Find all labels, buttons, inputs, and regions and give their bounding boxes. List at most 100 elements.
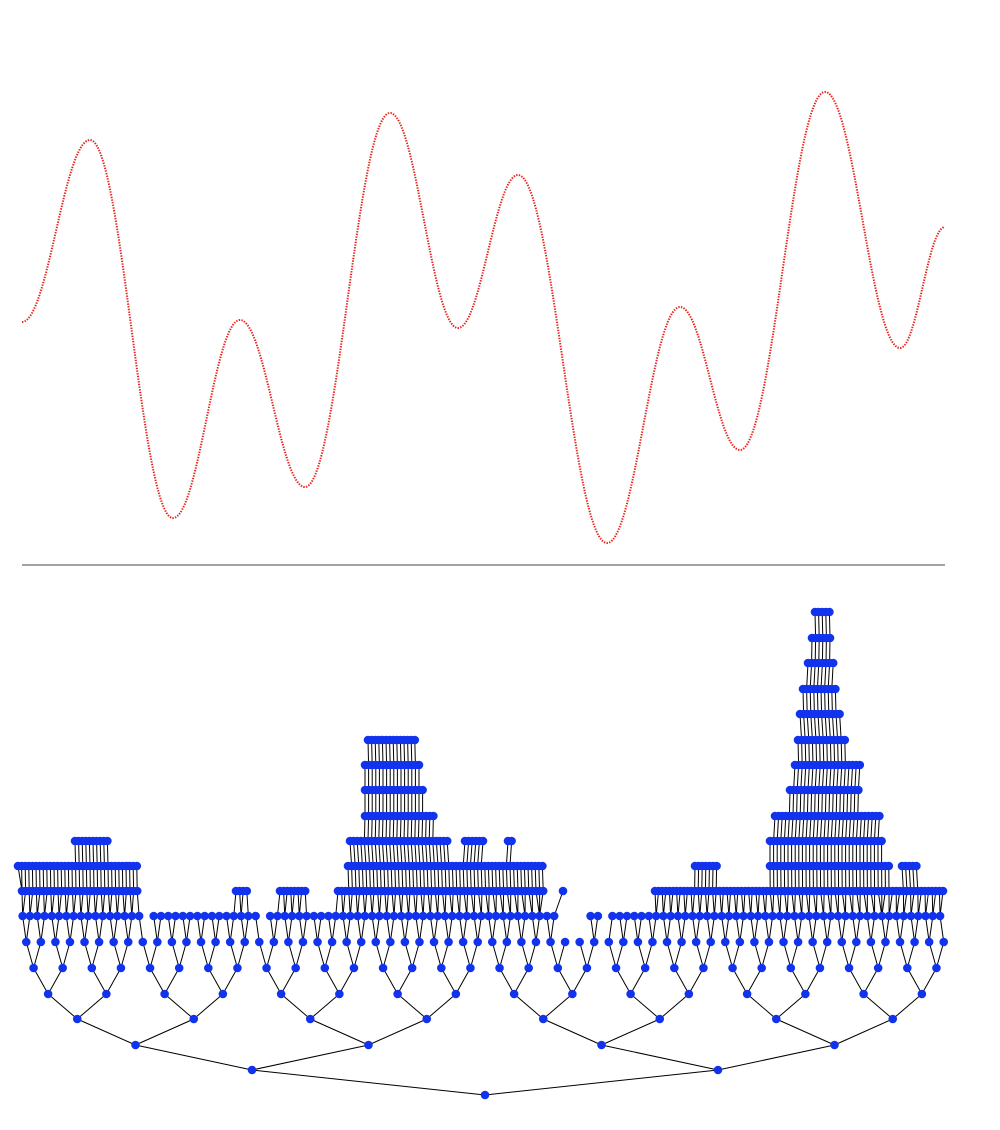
tree-edge [819, 941, 828, 969]
tree-node [185, 911, 195, 921]
tree-edge [331, 915, 337, 943]
tree-node [637, 911, 646, 921]
tree-edge [84, 941, 93, 969]
tree-node [866, 937, 876, 947]
tree-edge [25, 941, 35, 969]
tree-node [335, 989, 344, 999]
tree-edge [258, 941, 268, 969]
tree-edge [928, 915, 934, 943]
tree-edge [910, 915, 916, 943]
tree-edge [65, 915, 71, 943]
tree-node [819, 911, 828, 921]
tree-edge [808, 915, 814, 943]
tree-edge [828, 713, 831, 741]
tree-edge [91, 967, 107, 995]
tree-edge [368, 1018, 427, 1046]
tree-node [828, 658, 838, 668]
tree-node [426, 911, 435, 921]
tree-edge [746, 967, 763, 995]
tree-edge [637, 941, 646, 969]
tree-edge [884, 915, 890, 943]
tree-node [269, 937, 279, 947]
tree-edge [810, 789, 813, 817]
tree-node [673, 911, 683, 921]
tree-node [822, 937, 832, 947]
tree-node [207, 911, 217, 921]
tree-node [218, 989, 228, 999]
tree-node [520, 911, 530, 921]
tree-node [462, 911, 472, 921]
tree-edge [113, 915, 118, 943]
tree-node [437, 963, 446, 973]
tree-edge [22, 915, 27, 943]
tree-node [873, 963, 883, 973]
tree-edge [302, 915, 308, 943]
tree-edge [586, 941, 595, 969]
tree-edge [820, 662, 823, 690]
tree-node [706, 937, 716, 947]
tree-node [626, 989, 635, 999]
tree-edge [222, 967, 238, 995]
tree-edge [768, 915, 774, 943]
tree-edge [813, 662, 816, 690]
tree-edge [156, 915, 162, 943]
tree-node [382, 911, 392, 921]
tree-edge [473, 915, 479, 943]
tree-node [442, 836, 452, 846]
tree-node [473, 937, 483, 947]
tree-edge [196, 915, 202, 943]
tree-edge [724, 941, 734, 969]
tree-edge [601, 1018, 660, 1046]
tree-edge [775, 993, 806, 1020]
tree-edge [673, 941, 683, 969]
tree-edge [120, 941, 129, 969]
tree-node [917, 989, 927, 999]
tree-edge [899, 915, 905, 943]
tree-node [196, 937, 206, 947]
tree-edge [135, 1044, 253, 1071]
tree-node [487, 937, 497, 947]
tree-edge [593, 915, 599, 943]
tree-node [859, 989, 868, 999]
tree-edge [499, 941, 508, 969]
tree-edge [816, 662, 820, 690]
tree-node [229, 911, 239, 921]
tree-edge [80, 915, 86, 943]
tree-node [313, 937, 322, 947]
tree-edge [550, 915, 555, 943]
tree-edge [317, 915, 322, 943]
tree-node [611, 963, 621, 973]
tree-node [309, 911, 319, 921]
tree-node [877, 836, 886, 846]
tree-edge [651, 915, 657, 943]
tree-edge [207, 967, 224, 995]
tree-edge [796, 789, 798, 817]
tree-edge [185, 915, 191, 943]
tree-edge [284, 915, 289, 943]
tree-node [782, 911, 792, 921]
tree-node [138, 937, 148, 947]
tree-edge [244, 915, 249, 943]
tree-edge [892, 993, 923, 1020]
tree-node [695, 911, 705, 921]
tree-edge [783, 941, 792, 969]
tree-edge [76, 993, 107, 1020]
tree-node [80, 937, 89, 947]
tree-edge [448, 915, 453, 943]
tree-node [837, 937, 847, 947]
tree-edge [91, 941, 100, 969]
tree-edge [746, 993, 777, 1020]
tree-edge [804, 967, 821, 995]
tree-node [815, 963, 825, 973]
tree-edge [54, 915, 60, 943]
tree-edge [839, 789, 841, 817]
tree-edge [799, 789, 802, 817]
tree-node [932, 963, 941, 973]
tree-edge [280, 993, 311, 1020]
tree-node [761, 911, 770, 921]
tree-node [912, 861, 921, 871]
tree-edge [590, 915, 595, 943]
tree-node [589, 937, 599, 947]
tree-edge [790, 967, 806, 995]
tree-edge [338, 967, 355, 995]
